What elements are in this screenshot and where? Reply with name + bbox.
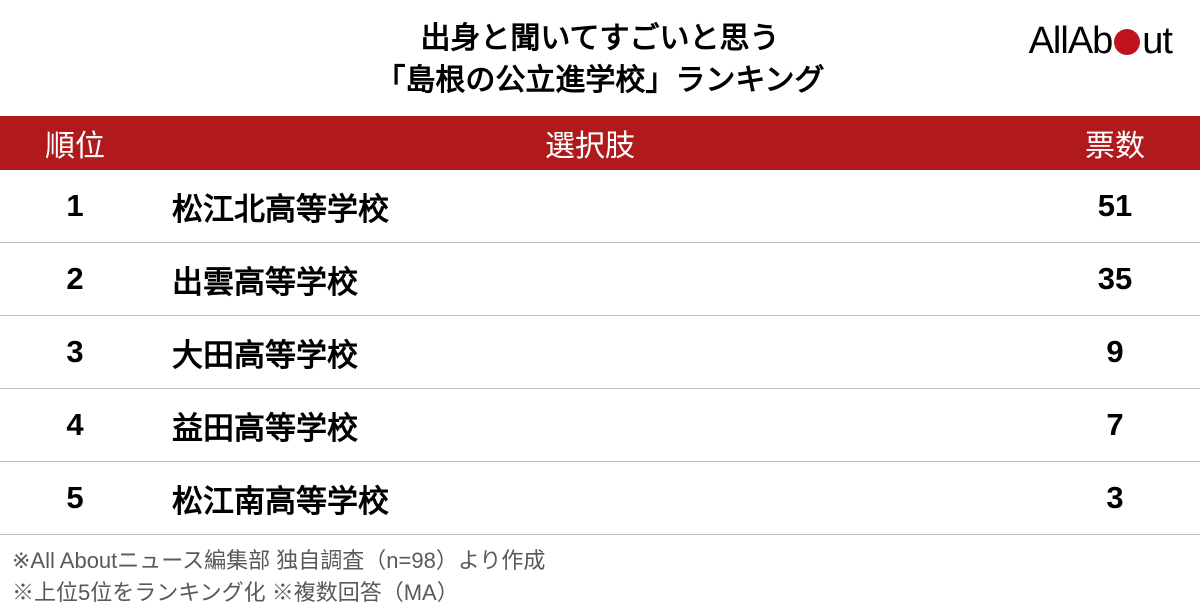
cell-rank: 1 [0,188,150,224]
col-header-rank: 順位 [0,121,150,165]
allabout-logo: All Ab ut [1029,20,1172,63]
title-line-2: 「島根の公立進学校」ランキング [0,60,1200,102]
cell-option: 松江北高等学校 [150,184,1030,229]
col-header-option: 選択肢 [150,121,1030,165]
footnote-line-2: ※上位5位をランキング化 ※複数回答（MA） [12,577,1188,609]
cell-votes: 3 [1030,480,1200,516]
cell-rank: 2 [0,261,150,297]
logo-text-all: All [1029,20,1068,63]
footnote-line-1: ※All Aboutニュース編集部 独自調査（n=98）より作成 [12,545,1188,577]
footnotes: ※All Aboutニュース編集部 独自調査（n=98）より作成 ※上位5位をラ… [0,535,1200,609]
table-header-row: 順位 選択肢 票数 [0,116,1200,170]
header: 出身と聞いてすごいと思う 「島根の公立進学校」ランキング All Ab ut [0,0,1200,116]
cell-votes: 7 [1030,407,1200,443]
logo-text-ab: Ab [1068,20,1112,63]
cell-rank: 3 [0,334,150,370]
logo-dot-icon [1114,29,1140,55]
cell-option: 大田高等学校 [150,330,1030,375]
cell-option: 出雲高等学校 [150,257,1030,302]
title-block: 出身と聞いてすごいと思う 「島根の公立進学校」ランキング [0,18,1200,102]
logo-text-ut: ut [1142,20,1172,63]
cell-option: 益田高等学校 [150,403,1030,448]
cell-rank: 4 [0,407,150,443]
cell-votes: 35 [1030,261,1200,297]
table-row: 5 松江南高等学校 3 [0,462,1200,535]
cell-votes: 51 [1030,188,1200,224]
cell-votes: 9 [1030,334,1200,370]
col-header-votes: 票数 [1030,121,1200,165]
table-row: 2 出雲高等学校 35 [0,243,1200,316]
table-row: 3 大田高等学校 9 [0,316,1200,389]
table-body: 1 松江北高等学校 51 2 出雲高等学校 35 3 大田高等学校 9 4 益田… [0,170,1200,535]
cell-rank: 5 [0,480,150,516]
table-row: 4 益田高等学校 7 [0,389,1200,462]
title-line-1: 出身と聞いてすごいと思う [0,18,1200,60]
cell-option: 松江南高等学校 [150,476,1030,521]
table-row: 1 松江北高等学校 51 [0,170,1200,243]
